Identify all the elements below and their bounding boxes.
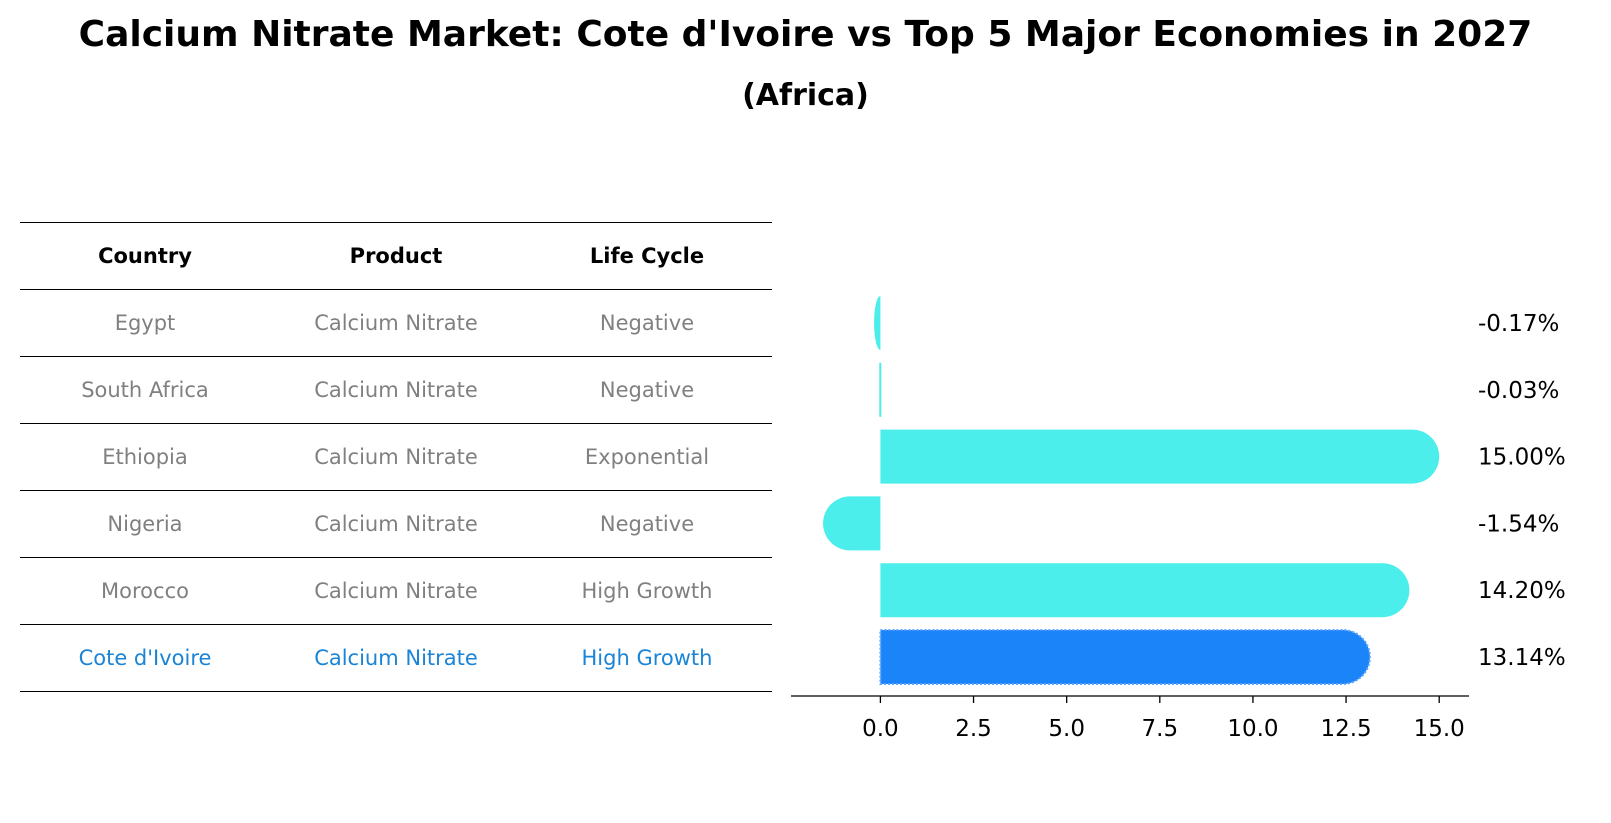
x-tick-label: 12.5 (1320, 716, 1371, 742)
bar-egypt (874, 296, 881, 350)
value-label: 13.14% (1478, 645, 1566, 671)
bar-cote-d-ivoire (879, 629, 1371, 685)
value-label: -0.03% (1478, 378, 1559, 404)
bar-ethiopia (880, 429, 1440, 484)
x-tick-label: 7.5 (1142, 716, 1179, 742)
life-cycle-cell: Exponential (584, 445, 710, 469)
chart-subtitle: (Africa) (742, 78, 869, 113)
life-cycle-cell: Negative (599, 378, 695, 402)
table-row: Ethiopia Calcium Nitrate Exponential (20, 423, 772, 490)
country-cell: Nigeria (107, 512, 183, 536)
product-cell: Calcium Nitrate (314, 378, 478, 402)
country-cell: Cote d'Ivoire (78, 646, 212, 670)
value-label: -1.54% (1478, 511, 1559, 537)
country-cell: Morocco (101, 579, 189, 603)
value-label: -0.17% (1478, 311, 1559, 337)
x-tick-label: 5.0 (1048, 716, 1085, 742)
product-cell: Calcium Nitrate (314, 445, 478, 469)
value-label: 15.00% (1478, 445, 1566, 471)
x-tick-label: 10.0 (1227, 716, 1278, 742)
header-country: Country (98, 244, 192, 268)
product-cell: Calcium Nitrate (314, 579, 478, 603)
life-cycle-cell: High Growth (581, 646, 713, 670)
table-row: Egypt Calcium Nitrate Negative (20, 289, 772, 356)
country-cell: Egypt (114, 311, 176, 335)
table-row: Nigeria Calcium Nitrate Negative (20, 490, 772, 557)
country-cell: South Africa (81, 378, 209, 402)
x-tick-label: 0.0 (862, 716, 899, 742)
chart-title: Calcium Nitrate Market: Cote d'Ivoire vs… (78, 14, 1533, 55)
market-table: Country Product Life Cycle Egypt Calcium… (20, 222, 772, 692)
bar-nigeria (823, 496, 881, 551)
country-cell: Ethiopia (102, 445, 188, 469)
header-life-cycle: Life Cycle (589, 244, 705, 268)
value-label: 14.20% (1478, 578, 1566, 604)
table-header-row: Country Product Life Cycle (20, 222, 772, 289)
x-tick-label: 2.5 (955, 716, 992, 742)
life-cycle-cell: Negative (599, 311, 695, 335)
product-cell: Calcium Nitrate (314, 311, 478, 335)
bar-morocco (880, 563, 1410, 618)
table-row: South Africa Calcium Nitrate Negative (20, 356, 772, 423)
product-cell: Calcium Nitrate (314, 512, 478, 536)
life-cycle-cell: High Growth (581, 579, 713, 603)
product-cell: Calcium Nitrate (314, 646, 478, 670)
life-cycle-cell: Negative (599, 512, 695, 536)
table-row: Morocco Calcium Nitrate High Growth (20, 557, 772, 624)
header-product: Product (349, 244, 443, 268)
bar-south-africa (879, 362, 882, 417)
table-row-highlighted: Cote d'Ivoire Calcium Nitrate High Growt… (20, 624, 772, 692)
x-tick-label: 15.0 (1414, 716, 1465, 742)
